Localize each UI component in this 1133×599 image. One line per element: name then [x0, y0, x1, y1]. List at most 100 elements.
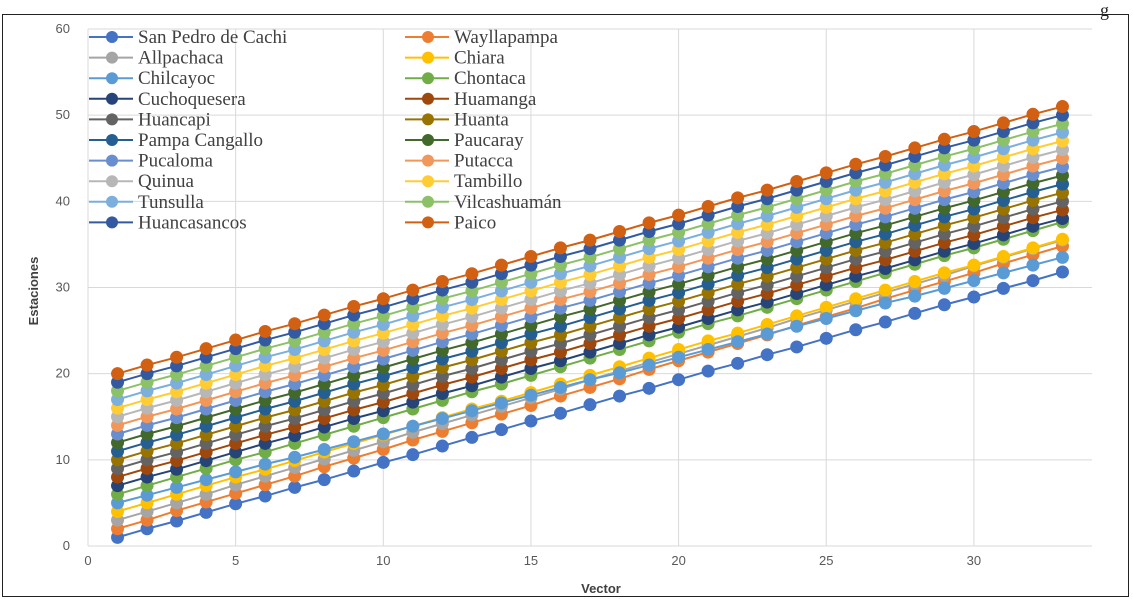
data-point	[406, 448, 420, 462]
legend-swatch-marker	[422, 92, 434, 105]
data-point	[937, 281, 951, 295]
data-point	[376, 427, 390, 441]
legend-label: Huamanga	[454, 89, 537, 110]
data-point	[849, 157, 863, 171]
data-point	[553, 406, 567, 420]
data-point	[229, 465, 243, 479]
data-point	[1055, 265, 1069, 279]
legend-swatch-marker	[422, 72, 434, 85]
data-point	[849, 292, 863, 306]
data-point	[878, 296, 892, 310]
legend-swatch-marker	[106, 31, 118, 43]
data-point	[908, 141, 922, 155]
legend-label: Chontaca	[454, 68, 526, 89]
data-point	[849, 304, 863, 318]
data-point	[967, 125, 981, 139]
legend-swatch-marker	[422, 51, 434, 64]
data-point	[1055, 232, 1069, 246]
data-point	[170, 350, 184, 364]
legend-label: Paico	[454, 212, 496, 233]
legend-label: Putacca	[454, 151, 514, 172]
data-point	[465, 430, 479, 444]
data-point	[1026, 258, 1040, 272]
series-chilcayoc	[111, 250, 1069, 510]
data-point	[494, 423, 508, 437]
legend-label: Pucaloma	[138, 151, 213, 172]
legend-label: Tunsulla	[138, 192, 204, 213]
data-point	[1026, 241, 1040, 255]
legend-label: Huanta	[454, 109, 509, 130]
legend-label: Chilcayoc	[138, 68, 215, 89]
data-point	[760, 327, 774, 341]
legend-swatch-marker	[422, 195, 434, 208]
data-point	[701, 364, 715, 378]
data-point	[819, 312, 833, 326]
data-point	[199, 505, 213, 519]
tick-labels: 0 10 20 30 40 50 60 0 5 10 15 20 25 30	[56, 21, 982, 568]
legend-entry: Chontaca	[405, 68, 526, 89]
data-point	[878, 283, 892, 297]
data-point	[435, 439, 449, 453]
legend-entry: Tambillo	[405, 171, 522, 192]
data-point	[229, 497, 243, 511]
series-huanta	[111, 186, 1069, 467]
data-point	[140, 488, 154, 502]
data-point	[819, 331, 833, 345]
series-paico	[111, 100, 1069, 381]
data-point	[170, 480, 184, 494]
data-point	[317, 442, 331, 456]
data-point	[435, 411, 449, 425]
legend-swatch-marker	[106, 92, 118, 105]
legend-entry: Huanta	[405, 109, 509, 130]
legend-entry: Pucaloma	[89, 151, 213, 172]
data-point	[908, 306, 922, 320]
data-point	[111, 367, 125, 381]
legend-swatch-marker	[422, 175, 434, 188]
data-point	[583, 233, 597, 247]
data-point	[701, 200, 715, 214]
data-point	[760, 348, 774, 362]
y-tick-label: 50	[56, 107, 70, 122]
data-point	[288, 450, 302, 464]
legend-label: Allpachaca	[138, 48, 224, 69]
legend-label: Tambillo	[454, 171, 522, 192]
legend-label: Cuchoquesera	[138, 89, 246, 110]
legend-label: Vilcashuamán	[454, 192, 562, 213]
legend-entry: Huancasancos	[89, 212, 247, 233]
legend-swatch-marker	[422, 154, 434, 167]
data-point	[672, 208, 686, 222]
data-point	[996, 281, 1010, 295]
legend-label: Huancapi	[138, 109, 211, 130]
data-point	[760, 183, 774, 197]
data-point	[996, 249, 1010, 263]
data-point	[1026, 107, 1040, 121]
data-point	[642, 216, 656, 230]
data-point	[613, 366, 627, 380]
legend-entry: Allpachaca	[89, 48, 224, 69]
series-san-pedro-de-cachi	[111, 265, 1069, 544]
data-point	[199, 342, 213, 356]
y-tick-label: 0	[63, 538, 70, 553]
data-point	[672, 373, 686, 387]
data-point	[1055, 100, 1069, 114]
data-point	[967, 274, 981, 288]
legend-swatch-marker	[422, 134, 434, 146]
data-point	[819, 166, 833, 180]
x-axis-title: Vector	[581, 581, 621, 596]
series-pampa-cangallo	[111, 177, 1069, 458]
legend-swatch-marker	[422, 216, 434, 229]
series-layer	[111, 100, 1069, 544]
legend-entry: Chilcayoc	[89, 68, 215, 89]
data-point	[937, 266, 951, 280]
legend-swatch-marker	[106, 195, 118, 208]
legend-entry: Huancapi	[89, 109, 211, 130]
top-fragment-text: g	[1100, 0, 1109, 20]
legend-swatch-marker	[106, 72, 118, 85]
legend-swatch-marker	[106, 175, 118, 188]
legend-entry: Cuchoquesera	[89, 89, 246, 110]
legend-entry: Chiara	[405, 48, 505, 69]
data-point	[760, 318, 774, 332]
data-point	[347, 299, 361, 313]
